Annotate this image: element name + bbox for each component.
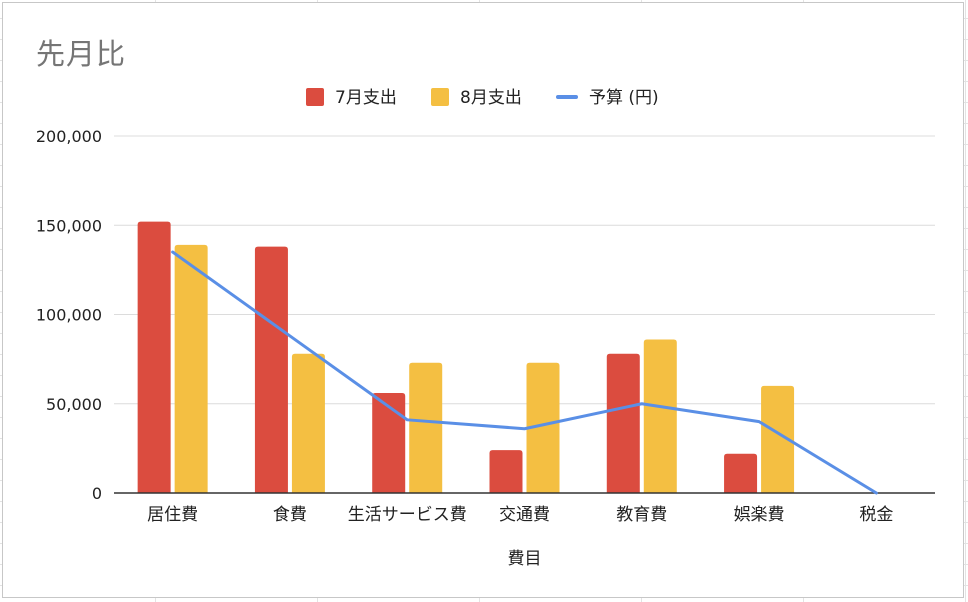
chart-svg: 0 50,000 100,000 150,000 200,000 居住費 食費 生活サービス… <box>36 88 935 569</box>
x-tick-label: 食費 <box>273 505 307 525</box>
bar-july[interactable] <box>254 246 288 493</box>
legend-swatch <box>306 88 324 106</box>
legend-label: 8月支出 <box>460 88 522 108</box>
bar-august[interactable] <box>526 362 560 493</box>
bar-july[interactable] <box>724 453 758 493</box>
bar-july[interactable] <box>137 221 171 493</box>
y-tick-label: 150,000 <box>36 216 102 235</box>
y-tick-label: 0 <box>92 484 102 503</box>
chart-title: 先月比 <box>36 37 127 71</box>
bar-august[interactable] <box>291 353 325 493</box>
bar-july[interactable] <box>489 450 523 493</box>
legend-swatch <box>556 95 578 99</box>
budget-line-layer <box>171 250 878 495</box>
bar-august[interactable] <box>761 385 795 493</box>
y-tick-label: 100,000 <box>36 306 102 325</box>
y-axis-tick-labels: 0 50,000 100,000 150,000 200,000 <box>36 127 102 503</box>
x-tick-label: 教育費 <box>616 505 667 525</box>
y-tick-label: 200,000 <box>36 127 102 146</box>
bar-august[interactable] <box>643 339 677 493</box>
bar-august[interactable] <box>409 362 443 493</box>
gridlines <box>114 135 935 405</box>
bars <box>137 221 795 493</box>
x-tick-label: 居住費 <box>147 505 198 525</box>
legend-label: 7月支出 <box>335 88 397 108</box>
x-tick-label: 生活サービス費 <box>348 505 467 525</box>
bar-july[interactable] <box>372 393 406 493</box>
y-tick-label: 50,000 <box>46 395 102 414</box>
x-tick-label: 交通費 <box>499 505 550 525</box>
bar-august[interactable] <box>174 244 208 493</box>
x-axis-tick-labels: 居住費 食費 生活サービス費 交通費 教育費 娯楽費 税金 <box>147 505 893 525</box>
bar-july[interactable] <box>606 353 640 493</box>
budget-line[interactable] <box>171 250 878 495</box>
x-tick-label: 娯楽費 <box>734 505 785 525</box>
legend-swatch <box>431 88 449 106</box>
legend: 7月支出 8月支出 予算 (円) <box>306 88 659 108</box>
legend-label: 予算 (円) <box>589 88 659 108</box>
x-axis-title: 費目 <box>508 549 542 569</box>
x-tick-label: 税金 <box>859 505 893 525</box>
